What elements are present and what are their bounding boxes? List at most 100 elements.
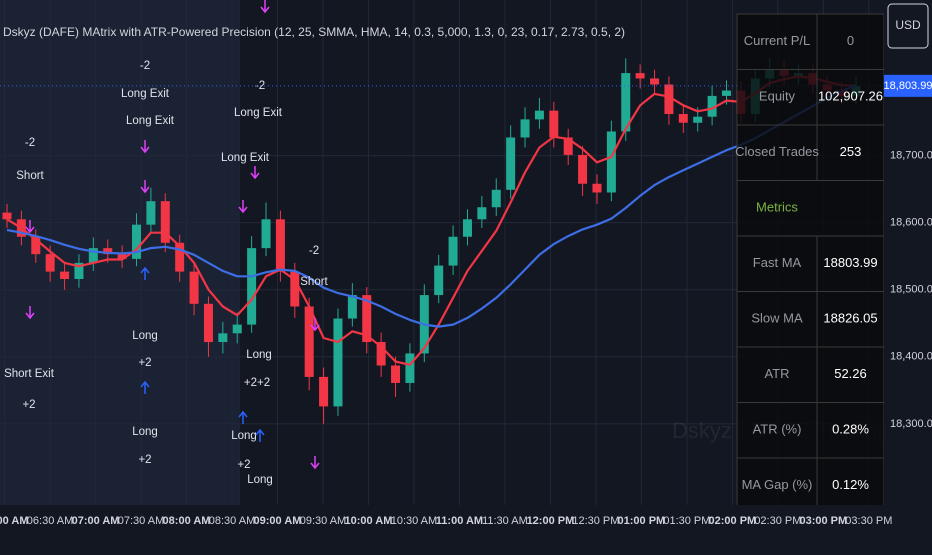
currency: USD xyxy=(895,18,921,32)
candle-body xyxy=(362,295,372,343)
candle-body xyxy=(160,201,170,243)
x-tick-label: 01:00 PM xyxy=(618,515,666,527)
table-label: Current P/L xyxy=(744,33,810,48)
candle-body xyxy=(31,236,41,255)
table-label: Slow MA xyxy=(751,311,803,326)
x-tick-label: 09:00 AM xyxy=(254,515,302,527)
signal-arrow-head xyxy=(25,226,35,234)
table-cell xyxy=(736,124,818,181)
candle-body xyxy=(146,201,156,225)
x-tick-label: 08:30 AM xyxy=(209,515,255,527)
currency-box[interactable] xyxy=(887,3,929,49)
signal-arrow-head xyxy=(238,206,248,214)
table-value: 0.12% xyxy=(832,477,869,492)
candle-body xyxy=(74,262,84,279)
signal-arrow-head xyxy=(260,6,270,14)
x-tick-label: 12:00 PM xyxy=(527,515,575,527)
candle-body xyxy=(218,333,228,343)
signal-label: Long xyxy=(246,349,272,361)
candle-body xyxy=(203,303,213,343)
candle-body xyxy=(534,110,544,120)
x-tick-label: 06:30 AM xyxy=(27,515,73,527)
candle-body xyxy=(376,342,386,366)
table-cell xyxy=(816,235,885,292)
candle-body xyxy=(578,154,588,184)
candle-body xyxy=(462,219,472,237)
table-cell xyxy=(816,457,885,514)
y-tick-label: 18,600.00 xyxy=(890,217,932,229)
table-cell xyxy=(816,69,885,126)
last-price-label: 18,803.99 xyxy=(884,80,932,92)
signal-label: Long xyxy=(132,330,158,342)
candle-body xyxy=(405,353,415,383)
candle-body xyxy=(45,254,55,272)
x-tick-label: 03:00 PM xyxy=(799,515,847,527)
signal-arrow-head xyxy=(310,462,320,470)
table-label: Closed Trades xyxy=(735,144,819,159)
table-cell xyxy=(816,346,885,403)
table-cell xyxy=(816,124,885,181)
y-tick-label: 18,500.00 xyxy=(890,284,932,296)
signal-label: +2 xyxy=(22,399,35,411)
candle-body xyxy=(650,78,660,85)
signal-arrow-head xyxy=(140,380,150,388)
signal-arrow-head xyxy=(250,172,260,180)
x-tick-label: 11:30 AM xyxy=(482,515,528,527)
candle-body xyxy=(491,189,501,208)
y-tick-label: 18,700.00 xyxy=(890,149,932,161)
signal-label: Long Exit xyxy=(121,88,170,100)
table-cell xyxy=(736,346,818,403)
x-tick-label: 07:00 AM xyxy=(72,515,120,527)
candle-body xyxy=(2,212,12,220)
time-axis xyxy=(0,505,932,550)
y-tick-label: 18,300.00 xyxy=(890,418,932,430)
candle-body xyxy=(635,73,645,79)
table-cell xyxy=(736,457,818,514)
ma-line xyxy=(6,75,857,366)
x-tick-label: 07:30 AM xyxy=(118,515,164,527)
signal-label: Long xyxy=(231,430,257,442)
candle-body xyxy=(304,306,314,377)
table-value: 0.28% xyxy=(832,422,869,437)
candle-body xyxy=(506,137,516,190)
indicator-title: Dskyz (DAFE) MAtrix with ATR-Powered Pre… xyxy=(3,25,625,39)
candle-body xyxy=(290,271,300,307)
candle-body xyxy=(88,248,98,263)
signal-label: -2 xyxy=(25,137,35,149)
x-tick-label: 11:00 AM xyxy=(436,515,483,527)
signal-label: +2 xyxy=(138,357,151,369)
candle-body xyxy=(434,265,444,296)
table-label: ATR (%) xyxy=(753,422,802,437)
table-value: 253 xyxy=(840,144,862,159)
candle-body xyxy=(247,248,257,325)
table-cell xyxy=(736,235,818,292)
candle-body xyxy=(621,73,631,132)
candle-body xyxy=(563,137,573,155)
signal-arrow-head xyxy=(238,410,248,418)
signal-label: Long xyxy=(247,474,273,486)
x-tick-label: 02:30 PM xyxy=(754,515,801,527)
candle-body xyxy=(678,114,688,123)
signal-label: Short xyxy=(300,276,328,288)
signal-arrow-head xyxy=(25,312,35,320)
table-label: Fast MA xyxy=(753,255,802,270)
table-label: MA Gap (%) xyxy=(742,477,813,492)
candle-body xyxy=(606,131,616,193)
table-label: ATR xyxy=(764,366,789,381)
x-tick-label: 08:00 AM xyxy=(163,515,211,527)
candle-body xyxy=(477,207,487,220)
candle-body xyxy=(319,376,329,407)
candle-body xyxy=(592,183,602,193)
candle-body xyxy=(333,318,343,407)
candle-body xyxy=(549,110,559,138)
signal-label: -2 xyxy=(309,245,319,257)
candle-body xyxy=(520,119,530,138)
signal-label: -2 xyxy=(140,60,150,72)
x-tick-label: 02:00 PM xyxy=(709,515,757,527)
signal-arrow-head xyxy=(140,266,150,274)
signal-arrow-head xyxy=(140,186,150,194)
signal-label: +2+2 xyxy=(244,377,270,389)
candle-body xyxy=(664,84,674,115)
signal-label: +2 xyxy=(138,454,151,466)
